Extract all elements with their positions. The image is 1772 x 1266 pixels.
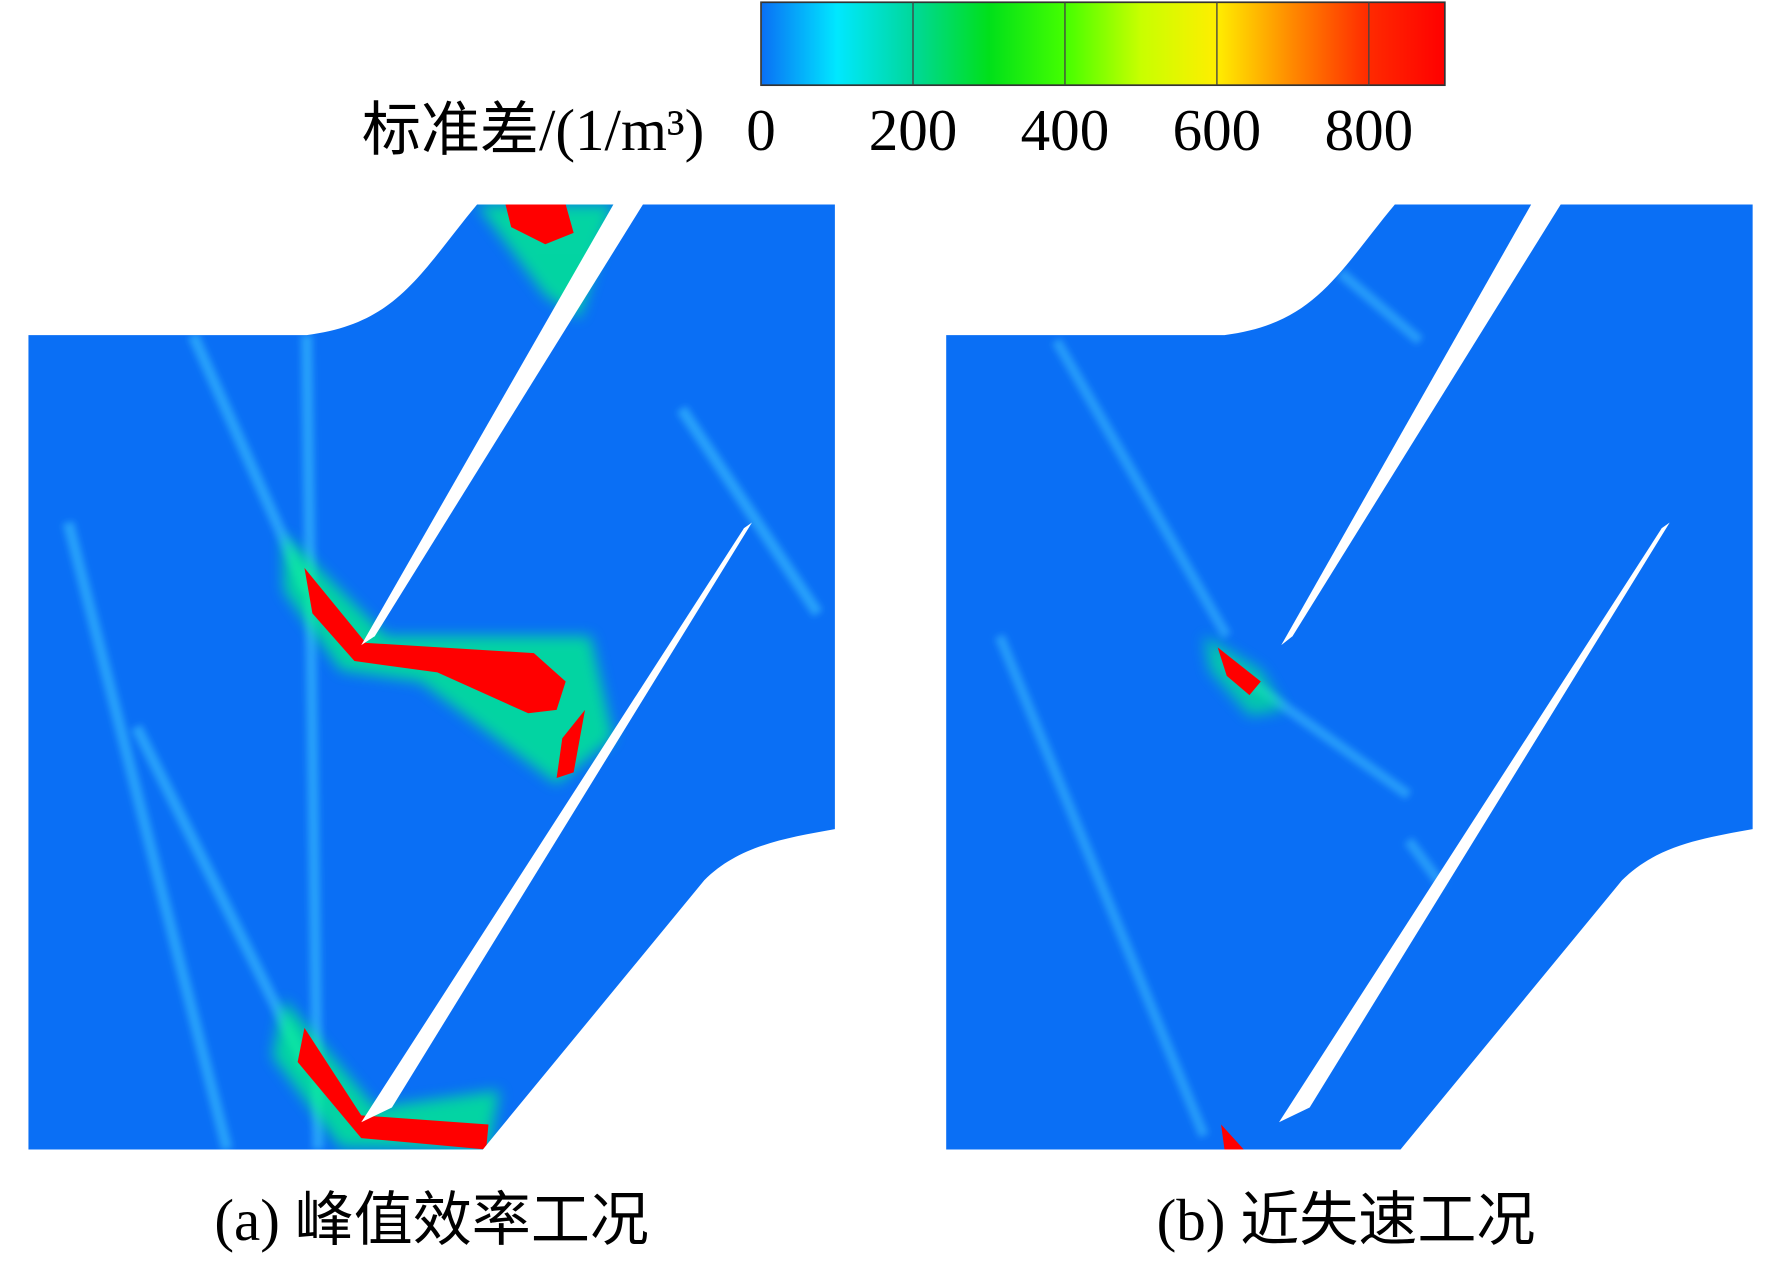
- flow-features: [62, 204, 823, 1150]
- colorbar-tick-label: 400: [1021, 97, 1110, 163]
- blade: [361, 522, 752, 1123]
- colorbar-fill: [760, 1, 1446, 87]
- colorbar-tick-label: 0: [746, 97, 776, 163]
- panel-caption: (b) 近失速工况: [1157, 1187, 1536, 1253]
- colorbar: 0 200 400 600 800: [746, 1, 1446, 163]
- panel-caption: (a) 峰值效率工况: [214, 1187, 649, 1253]
- contour-panel: (a) 峰值效率工况: [28, 204, 835, 1253]
- blade: [1281, 204, 1561, 646]
- flow-features: [994, 268, 1447, 1150]
- colorbar-tick-label: 800: [1325, 97, 1414, 163]
- colorbar-label: 标准差/(1/m³): [362, 97, 704, 163]
- colorbar-tick-label: 600: [1173, 97, 1262, 163]
- colorbar-tick-label: 200: [869, 97, 958, 163]
- contour-panel: (b) 近失速工况: [946, 204, 1753, 1253]
- blade: [1278, 522, 1670, 1123]
- domain: [946, 204, 1753, 1150]
- blade: [361, 204, 643, 646]
